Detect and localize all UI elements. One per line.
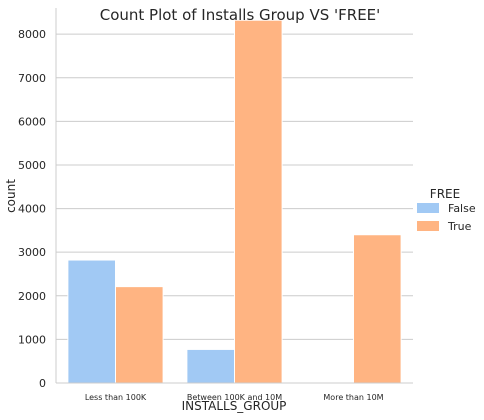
y-tick-label: 8000 — [18, 28, 46, 41]
bars — [67, 19, 402, 384]
x-tick-labels: Less than 100K Between 100K and 10M More t… — [85, 393, 384, 402]
axes — [55, 8, 413, 384]
y-axis-label: count — [4, 179, 18, 213]
legend-title: FREE — [430, 187, 460, 201]
legend: FREE False True — [417, 187, 476, 233]
x-tick-label: More than 10M — [323, 393, 383, 402]
y-tick-label: 3000 — [18, 246, 46, 259]
bar-false-0 — [67, 259, 116, 384]
y-tick-label: 7000 — [18, 72, 46, 85]
legend-label-false: False — [448, 202, 476, 215]
legend-swatch-false — [417, 203, 439, 213]
y-tick-label: 1000 — [18, 333, 46, 346]
legend-label-true: True — [447, 220, 472, 233]
bar-true-1 — [234, 19, 283, 384]
x-axis-label: INSTALLS_GROUP — [182, 399, 287, 413]
bar-true-2 — [353, 234, 402, 384]
y-tick-label: 4000 — [18, 203, 46, 216]
chart-title: Count Plot of Installs Group VS 'FREE' — [100, 6, 381, 24]
x-tick-label: Less than 100K — [85, 393, 147, 402]
x-tick-label: Between 100K and 10M — [187, 393, 282, 402]
y-tick-label: 6000 — [18, 115, 46, 128]
y-tick-labels: 0 1000 2000 3000 4000 5000 6000 7000 8000 — [18, 28, 46, 390]
bar-true-0 — [115, 286, 164, 384]
y-tick-label: 2000 — [18, 290, 46, 303]
bar-false-1 — [186, 348, 235, 384]
y-tick-label: 0 — [39, 377, 46, 390]
legend-swatch-true — [417, 221, 439, 231]
y-tick-label: 5000 — [18, 159, 46, 172]
